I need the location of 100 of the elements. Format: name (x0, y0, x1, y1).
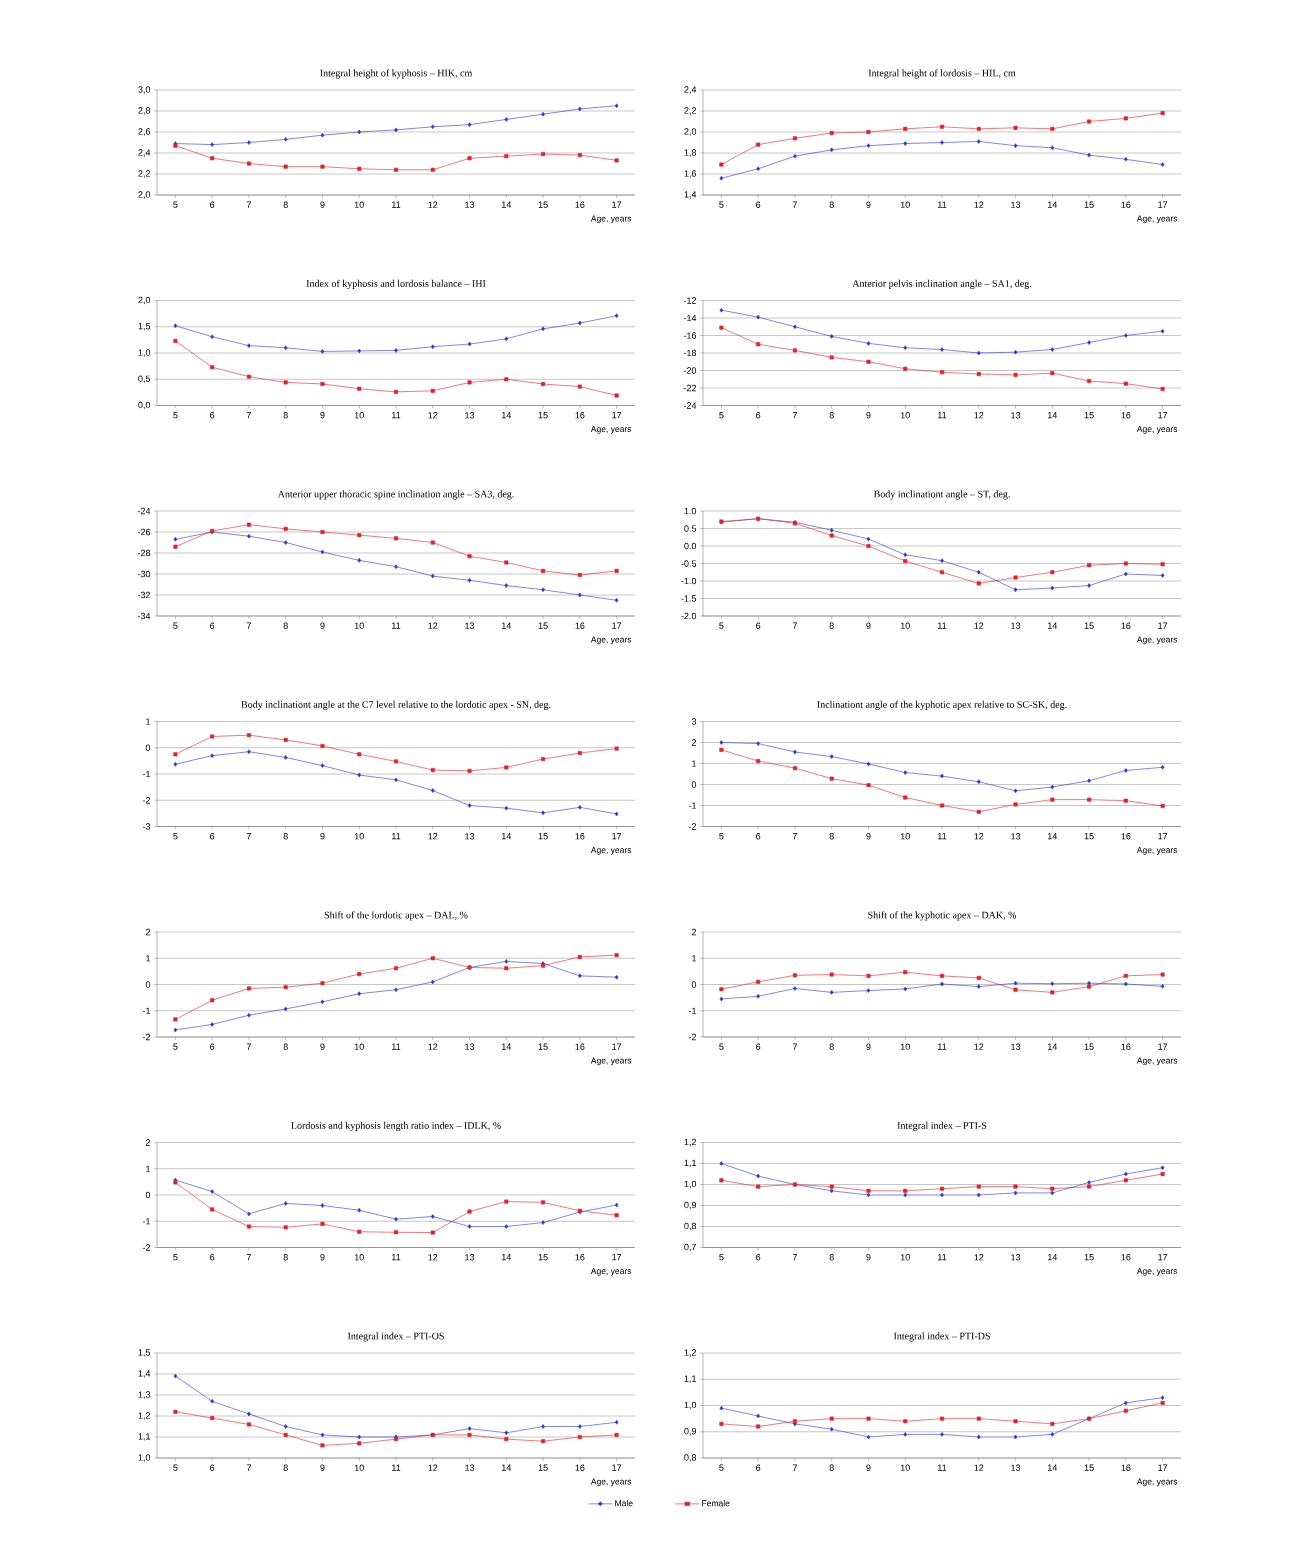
x-tick-label: 15 (1084, 1254, 1094, 1261)
x-tick-label: 14 (501, 1254, 512, 1261)
x-tick-label: 17 (612, 1464, 622, 1471)
y-tick-label: -2 (142, 1033, 151, 1041)
x-tick-label: 16 (1121, 833, 1131, 840)
x-tick-label: 6 (756, 201, 761, 208)
y-tick-label: 1 (692, 760, 697, 767)
x-tick-label: 10 (354, 833, 364, 840)
y-tick-label: -30 (137, 570, 151, 578)
y-tick-label: 2 (145, 928, 151, 936)
y-tick-label: 0 (145, 744, 151, 751)
y-tick-label: 3 (691, 718, 697, 725)
y-tick-label: 2,8 (138, 107, 151, 115)
x-tick-label: 14 (501, 1464, 512, 1471)
x-tick-label: 12 (974, 201, 984, 208)
y-tick-label: -1.0 (681, 577, 697, 585)
x-tick-label: 13 (465, 1464, 475, 1471)
y-tick-label: -1 (688, 1007, 697, 1014)
y-tick-label: 2,2 (138, 170, 151, 178)
x-tick-label: 11 (938, 622, 947, 629)
x-tick-label: 16 (575, 833, 585, 840)
y-tick-label: 0,5 (138, 375, 151, 383)
y-tick-label: 1,2 (138, 1412, 151, 1420)
x-tick-label: 14 (1047, 622, 1058, 629)
x-tick-label: 17 (612, 833, 622, 840)
x-tick-label: 11 (938, 1254, 947, 1261)
x-tick-label: 13 (1011, 201, 1021, 208)
y-tick-label: 0 (145, 1191, 151, 1199)
x-tick-label: 10 (900, 1254, 910, 1261)
x-tick-label: 16 (1121, 201, 1131, 208)
x-tick-label: 9 (320, 622, 325, 629)
x-tick-label: 14 (1047, 833, 1058, 840)
x-tick-label: 17 (1158, 833, 1168, 840)
x-tick-label: 10 (900, 1464, 910, 1471)
x-tick-label: 5 (719, 833, 724, 840)
y-tick-label: -1 (142, 1007, 151, 1014)
y-tick-label: 2 (691, 928, 697, 936)
x-tick-label: 7 (246, 412, 251, 419)
chart-title: Body inclinationt angle at the C7 level relative to the lordotic apex - SN, deg. (241, 700, 551, 710)
x-tick-label: 8 (283, 622, 288, 629)
x-axis-title: Age, years (590, 1057, 632, 1066)
y-tick-label: -12 (683, 297, 697, 304)
x-tick-label: 9 (320, 1464, 325, 1471)
x-tick-label: 8 (829, 1254, 834, 1261)
y-tick-label: 2,0 (138, 191, 151, 199)
x-axis-title: Age, years (590, 426, 632, 434)
y-tick-label: 1 (146, 1165, 151, 1172)
x-tick-label: 16 (575, 1254, 585, 1261)
x-tick-label: 7 (246, 201, 251, 208)
x-tick-label: 8 (829, 1043, 834, 1050)
x-tick-label: 17 (1158, 1464, 1168, 1471)
x-tick-label: 17 (612, 1043, 622, 1050)
x-tick-label: 16 (1121, 622, 1131, 629)
x-axis-title: Age, years (1136, 1268, 1178, 1276)
x-tick-label: 7 (246, 1254, 251, 1261)
x-tick-label: 12 (974, 1464, 984, 1471)
x-tick-label: 17 (1158, 1254, 1168, 1261)
x-tick-label: 7 (792, 622, 797, 629)
x-tick-label: 10 (354, 1254, 364, 1261)
x-tick-label: 11 (392, 1254, 401, 1261)
x-tick-label: 6 (210, 1464, 215, 1471)
y-tick-label: 0,9 (684, 1201, 697, 1210)
x-tick-label: 16 (1121, 412, 1131, 419)
y-tick-label: 1 (692, 955, 697, 962)
x-tick-label: 12 (428, 412, 438, 419)
x-tick-label: 6 (210, 833, 215, 840)
x-tick-label: 6 (210, 1254, 215, 1261)
x-tick-label: 6 (210, 1043, 215, 1050)
x-tick-label: 5 (719, 412, 724, 419)
x-tick-label: 6 (756, 1254, 761, 1261)
y-tick-label: -20 (683, 367, 697, 374)
y-tick-label: 1,4 (138, 1370, 151, 1378)
x-tick-label: 8 (283, 1043, 288, 1050)
x-tick-label: 14 (1047, 201, 1058, 208)
x-tick-label: 12 (974, 622, 984, 629)
x-tick-label: 17 (1158, 622, 1168, 629)
y-tick-label: 1.0 (684, 507, 697, 515)
x-tick-label: 5 (173, 1254, 178, 1261)
x-tick-label: 17 (612, 622, 622, 629)
x-tick-label: 11 (938, 412, 947, 419)
y-tick-label: 0 (691, 781, 697, 788)
chart-title: Integral index – PTI-S (897, 1121, 987, 1131)
x-tick-label: 13 (465, 1043, 475, 1050)
x-tick-label: 6 (210, 201, 215, 208)
x-tick-label: 14 (501, 622, 512, 629)
x-tick-label: 13 (1011, 1254, 1021, 1261)
y-tick-label: 1,1 (684, 1159, 697, 1168)
x-tick-label: 11 (392, 201, 401, 208)
x-tick-label: 7 (246, 1043, 251, 1050)
y-tick-label: 1,6 (684, 170, 697, 178)
y-tick-label: -1.5 (681, 595, 697, 602)
x-tick-label: 6 (756, 833, 761, 840)
x-tick-label: 9 (320, 201, 325, 208)
x-tick-label: 15 (1084, 1043, 1094, 1050)
y-tick-label: -2 (142, 797, 151, 804)
x-tick-label: 12 (974, 1254, 984, 1261)
y-tick-label: -2 (142, 1244, 151, 1251)
x-tick-label: 10 (900, 412, 910, 419)
x-tick-label: 5 (719, 1254, 724, 1261)
x-tick-label: 11 (938, 201, 947, 208)
